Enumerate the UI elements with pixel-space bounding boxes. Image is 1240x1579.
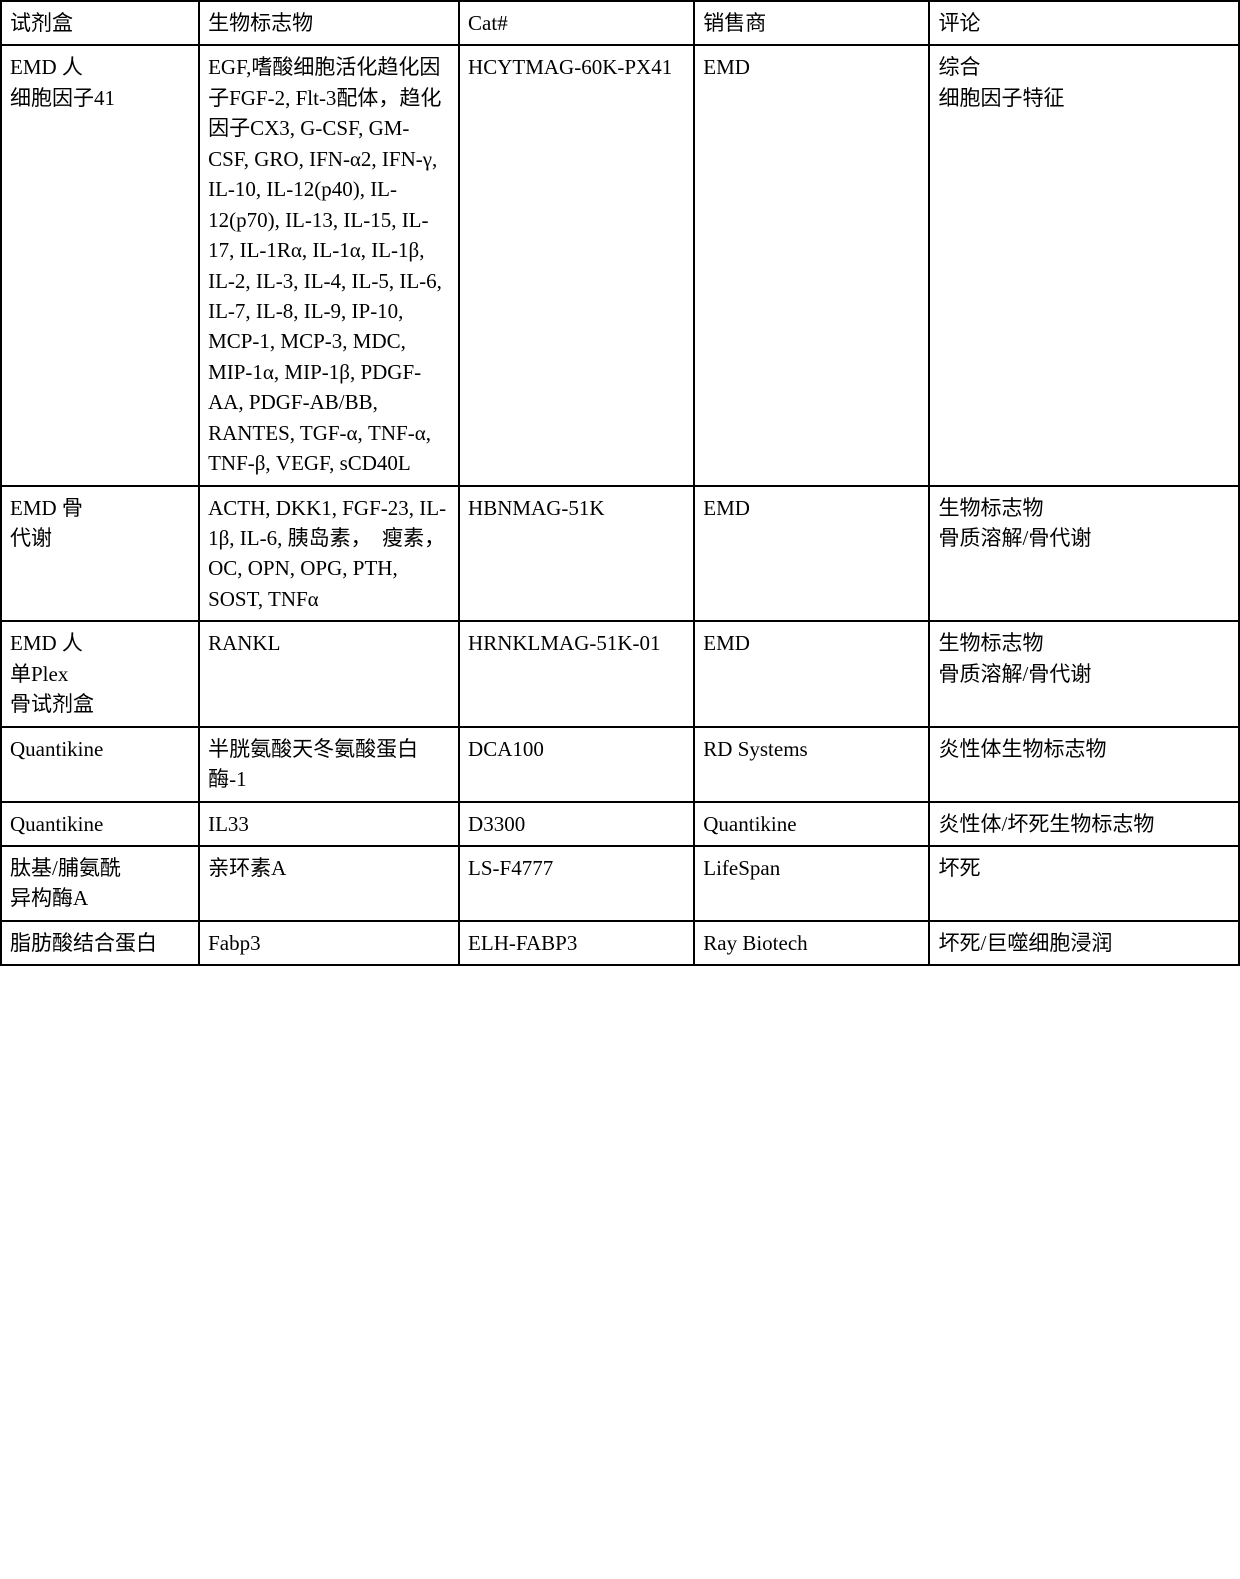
cell-cat: DCA100 xyxy=(459,727,694,802)
table-row: Quantikine 半胱氨酸天冬氨酸蛋白酶-1 DCA100 RD Syste… xyxy=(1,727,1239,802)
table-row: EMD 骨代谢 ACTH, DKK1, FGF-23, IL-1β, IL-6,… xyxy=(1,486,1239,622)
cell-kit: 脂肪酸结合蛋白 xyxy=(1,921,199,965)
cell-comment: 坏死 xyxy=(929,846,1239,921)
cell-comment: 坏死/巨噬细胞浸润 xyxy=(929,921,1239,965)
table-header-row: 试剂盒 生物标志物 Cat# 销售商 评论 xyxy=(1,1,1239,45)
col-header-cat: Cat# xyxy=(459,1,694,45)
cell-vendor: Quantikine xyxy=(694,802,929,846)
cell-comment: 生物标志物骨质溶解/骨代谢 xyxy=(929,621,1239,726)
col-header-biomarker: 生物标志物 xyxy=(199,1,459,45)
cell-cat: ELH-FABP3 xyxy=(459,921,694,965)
cell-kit: 肽基/脯氨酰异构酶A xyxy=(1,846,199,921)
cell-biomarker: Fabp3 xyxy=(199,921,459,965)
col-header-kit: 试剂盒 xyxy=(1,1,199,45)
cell-vendor: RD Systems xyxy=(694,727,929,802)
cell-kit: EMD 骨代谢 xyxy=(1,486,199,622)
table-body: EMD 人细胞因子41 EGF,嗜酸细胞活化趋化因子FGF-2, Flt-3配体… xyxy=(1,45,1239,965)
cell-comment: 炎性体/坏死生物标志物 xyxy=(929,802,1239,846)
cell-biomarker: ACTH, DKK1, FGF-23, IL-1β, IL-6, 胰岛素， 瘦素… xyxy=(199,486,459,622)
cell-cat: D3300 xyxy=(459,802,694,846)
cell-comment: 炎性体生物标志物 xyxy=(929,727,1239,802)
cell-vendor: Ray Biotech xyxy=(694,921,929,965)
table-row: 脂肪酸结合蛋白 Fabp3 ELH-FABP3 Ray Biotech 坏死/巨… xyxy=(1,921,1239,965)
col-header-vendor: 销售商 xyxy=(694,1,929,45)
cell-biomarker: 半胱氨酸天冬氨酸蛋白酶-1 xyxy=(199,727,459,802)
cell-vendor: EMD xyxy=(694,621,929,726)
cell-biomarker: EGF,嗜酸细胞活化趋化因子FGF-2, Flt-3配体，趋化因子CX3, G-… xyxy=(199,45,459,485)
cell-cat: HRNKLMAG-51K-01 xyxy=(459,621,694,726)
cell-vendor: LifeSpan xyxy=(694,846,929,921)
table-row: EMD 人单Plex骨试剂盒 RANKL HRNKLMAG-51K-01 EMD… xyxy=(1,621,1239,726)
table-row: 肽基/脯氨酰异构酶A 亲环素A LS-F4777 LifeSpan 坏死 xyxy=(1,846,1239,921)
cell-cat: HBNMAG-51K xyxy=(459,486,694,622)
cell-kit: EMD 人单Plex骨试剂盒 xyxy=(1,621,199,726)
biomarker-table: 试剂盒 生物标志物 Cat# 销售商 评论 EMD 人细胞因子41 EGF,嗜酸… xyxy=(0,0,1240,966)
cell-comment: 综合细胞因子特征 xyxy=(929,45,1239,485)
cell-vendor: EMD xyxy=(694,45,929,485)
col-header-comment: 评论 xyxy=(929,1,1239,45)
cell-vendor: EMD xyxy=(694,486,929,622)
cell-kit: EMD 人细胞因子41 xyxy=(1,45,199,485)
cell-biomarker: 亲环素A xyxy=(199,846,459,921)
cell-cat: HCYTMAG-60K-PX41 xyxy=(459,45,694,485)
cell-comment: 生物标志物骨质溶解/骨代谢 xyxy=(929,486,1239,622)
cell-biomarker: RANKL xyxy=(199,621,459,726)
cell-kit: Quantikine xyxy=(1,727,199,802)
cell-cat: LS-F4777 xyxy=(459,846,694,921)
cell-biomarker: IL33 xyxy=(199,802,459,846)
cell-kit: Quantikine xyxy=(1,802,199,846)
table-row: EMD 人细胞因子41 EGF,嗜酸细胞活化趋化因子FGF-2, Flt-3配体… xyxy=(1,45,1239,485)
table-row: Quantikine IL33 D3300 Quantikine 炎性体/坏死生… xyxy=(1,802,1239,846)
